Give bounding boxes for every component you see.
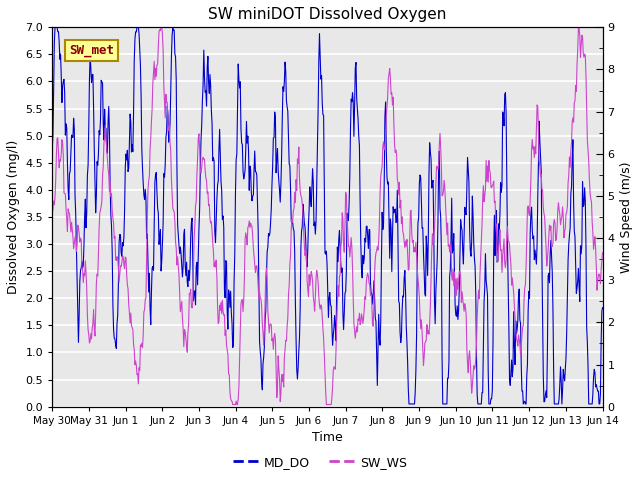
X-axis label: Time: Time xyxy=(312,431,343,444)
Y-axis label: Wind Speed (m/s): Wind Speed (m/s) xyxy=(620,161,633,273)
Legend: MD_DO, SW_WS: MD_DO, SW_WS xyxy=(228,451,412,474)
Title: SW miniDOT Dissolved Oxygen: SW miniDOT Dissolved Oxygen xyxy=(208,7,447,22)
Y-axis label: Dissolved Oxygen (mg/l): Dissolved Oxygen (mg/l) xyxy=(7,140,20,294)
Text: SW_met: SW_met xyxy=(68,44,114,57)
